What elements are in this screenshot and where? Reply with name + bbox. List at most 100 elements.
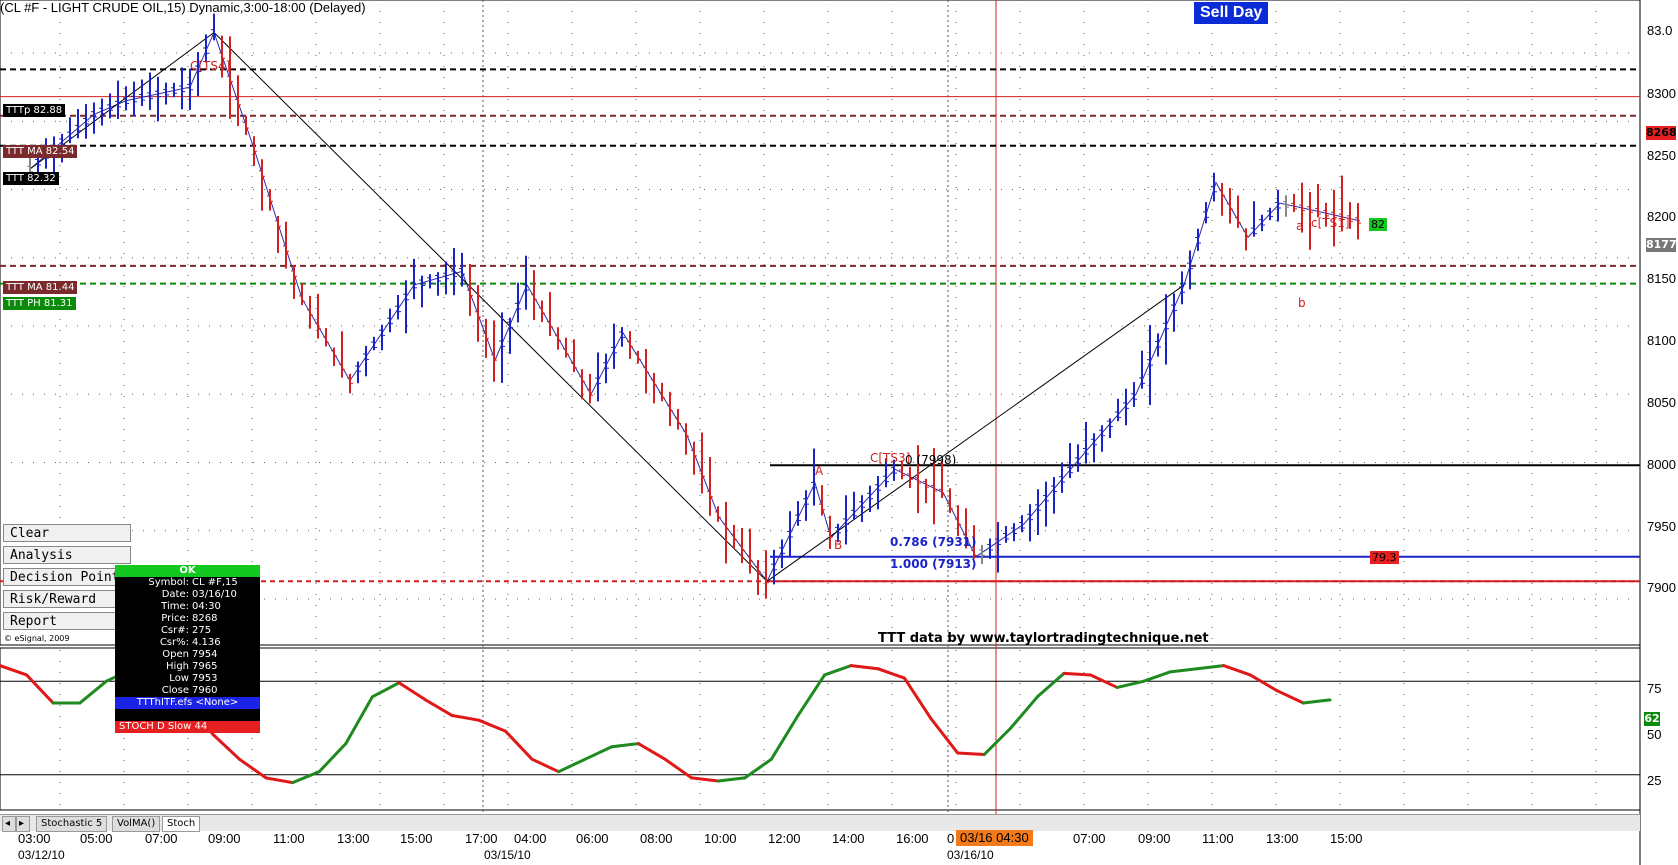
cursor-row-close: Close 7960 — [161, 685, 218, 696]
x-date: 03/15/10 — [484, 848, 531, 862]
cursor-window[interactable]: OK Symbol: CL #F,15 Date: 03/16/10 Time: 04… — [115, 565, 260, 733]
label-fib-1: 1.000 (7913) — [890, 557, 977, 571]
tab-stoch[interactable]: Stoch — [162, 816, 201, 832]
stoch-segment — [1142, 670, 1172, 683]
stoch-segment — [557, 757, 587, 774]
cursor-row-open: Open 7954 — [162, 649, 218, 660]
x-tick: 0 — [947, 831, 955, 846]
stoch-segment — [982, 726, 1013, 757]
tab-volma[interactable]: VolMA() — [112, 816, 161, 832]
cursor-row-price: Price: 8268 — [161, 613, 218, 624]
x-tick: 13:00 — [1266, 831, 1299, 846]
stoch-y-tick: 25 — [1647, 773, 1662, 788]
cursor-row-low: Low 7953 — [169, 673, 218, 684]
cursor-stoch-label: STOCH D Slow 44 — [115, 721, 260, 733]
copyright: © eSignal, 2009 — [4, 634, 70, 643]
data-credit: TTT data by www.taylortradingtechnique.n… — [878, 631, 1209, 646]
stoch-segment — [876, 667, 906, 680]
analysis-button[interactable]: Analysis — [3, 546, 131, 564]
cursor-ok-button[interactable]: OK — [115, 565, 260, 577]
stoch-segment — [716, 776, 747, 783]
stoch-panel-frame — [0, 647, 1641, 811]
x-tick: 07:00 — [1073, 831, 1106, 846]
stoch-segment — [237, 757, 268, 780]
stoch-segment — [1115, 679, 1146, 689]
y-tick: 8300 — [1647, 86, 1676, 101]
label-c-ts4: C[TS4] — [190, 59, 231, 73]
risk-reward-button[interactable]: Risk/Reward — [3, 590, 131, 608]
stoch-segment — [397, 681, 428, 702]
stoch-segment — [1195, 664, 1226, 671]
stoch-segment — [424, 698, 454, 718]
stoch-segment — [1301, 698, 1332, 705]
price-panel-frame — [0, 0, 1641, 646]
label-fib-0: 0 (7998) — [905, 453, 957, 467]
x-tick: 05:00 — [80, 831, 113, 846]
stoch-segment — [317, 742, 348, 774]
ts-line — [213, 32, 768, 582]
x-tick: 04:00 — [514, 831, 547, 846]
red-target-box: 79.3 — [1370, 551, 1399, 564]
label-fib-786: 0.786 (7931) — [890, 535, 977, 549]
ttt-tag-ph: TTT PH 81.31 — [3, 297, 76, 310]
stoch-segment — [1248, 673, 1279, 693]
clear-button[interactable]: Clear — [3, 524, 131, 542]
stoch-segment — [902, 676, 933, 721]
x-tick: 07:00 — [145, 831, 178, 846]
label-b: b — [1298, 296, 1306, 310]
ttt-tag-ma-low: TTT MA 81.44 — [3, 281, 78, 294]
stoch-y-tick: 75 — [1647, 681, 1662, 696]
tab-stochastic-5[interactable]: Stochastic 5 — [36, 816, 108, 832]
stoch-segment — [636, 742, 667, 761]
y-tick: 8050 — [1647, 395, 1676, 410]
stoch-segment — [78, 679, 108, 705]
y-tick: 8200 — [1647, 209, 1676, 224]
cursor-row-symbol: Symbol: CL #F,15 — [148, 577, 238, 588]
stoch-segment — [663, 757, 694, 780]
stoch-segment — [477, 718, 507, 733]
stoch-segment — [1009, 695, 1039, 730]
report-button[interactable]: Report — [3, 612, 131, 630]
y-tick: 8000 — [1647, 457, 1676, 472]
stoch-segment — [503, 729, 534, 761]
cursor-row-time: Time: 04:30 — [161, 601, 221, 612]
x-tick: 15:00 — [400, 831, 433, 846]
stoch-segment — [743, 757, 773, 780]
x-tick: 09:00 — [208, 831, 241, 846]
stoch-segment — [530, 757, 561, 774]
cursor-study-label: TTThITF.efs <None> — [115, 697, 260, 709]
x-tick: 11:00 — [1202, 831, 1234, 846]
cursor-row-high: High 7965 — [166, 661, 218, 672]
stoch-segment — [769, 714, 800, 761]
y-tick: 7900 — [1647, 580, 1676, 595]
stoch-segment — [344, 695, 374, 746]
stoch-segment — [1275, 689, 1305, 705]
x-tick: 08:00 — [640, 831, 673, 846]
x-tick: 11:00 — [273, 831, 305, 846]
current-price-box: 8268 — [1646, 126, 1677, 140]
study-tab-bar: ◂ ▸ Stochastic 5 VolMA() Stoch — [0, 814, 1640, 832]
x-tick: 17:00 — [465, 831, 498, 846]
sell-day-badge: Sell Day — [1194, 2, 1269, 24]
label-c-ts1: c[TS1] — [1311, 216, 1350, 230]
label-a: a — [1296, 219, 1304, 233]
tab-scroll-right-icon[interactable]: ▸ — [16, 816, 30, 832]
chart-title: (CL #F - LIGHT CRUDE OIL,15) Dynamic,3:0… — [0, 0, 366, 15]
x-tick: 16:00 — [896, 831, 929, 846]
cursor-time-readout: 03/16 04:30 — [956, 830, 1033, 846]
cursor-row-csrpct: Csr%: 4.136 — [159, 637, 221, 648]
stoch-segment — [1168, 667, 1199, 674]
stoch-segment — [583, 745, 614, 761]
stoch-segment — [25, 673, 55, 705]
stoch-segment — [849, 664, 880, 671]
stoch-segment — [291, 770, 321, 785]
x-tick: 03:00 — [18, 831, 51, 846]
stoch-segment — [1062, 671, 1093, 677]
cursor-row-csr: Csr#: 275 — [160, 625, 212, 636]
tab-scroll-left-icon[interactable]: ◂ — [2, 816, 16, 832]
ts-line — [766, 284, 1185, 582]
decision-points-button[interactable]: Decision Points — [3, 568, 131, 586]
stoch-segment — [823, 664, 853, 677]
y-tick: 8100 — [1647, 333, 1676, 348]
